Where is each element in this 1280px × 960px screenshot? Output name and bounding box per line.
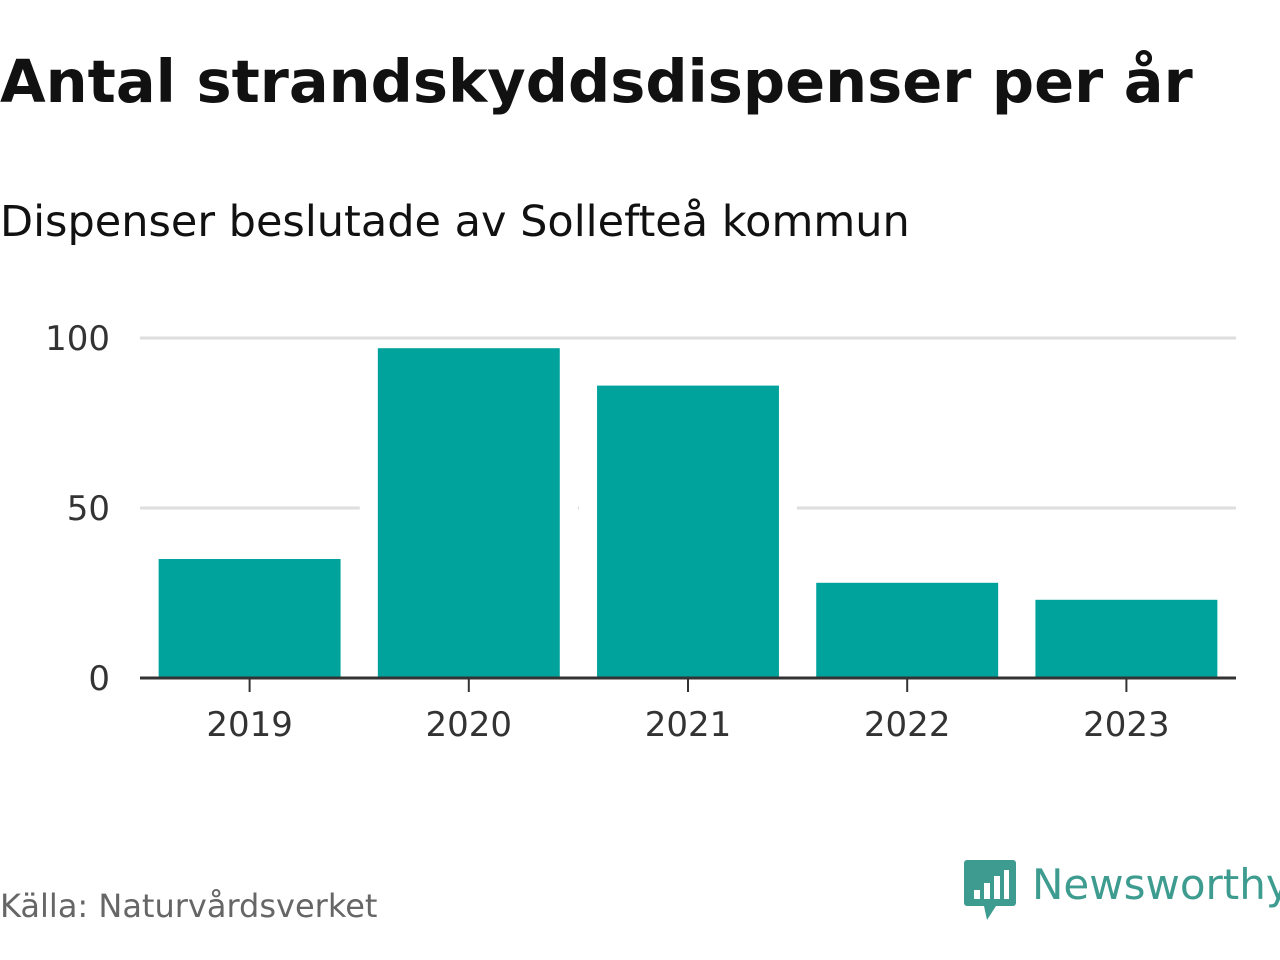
x-axis — [140, 676, 1236, 692]
bar-2019 — [158, 559, 341, 678]
x-tick-label: 2019 — [206, 705, 293, 745]
newsworthy-logo-icon — [964, 860, 1016, 920]
x-tick-label: 2021 — [645, 705, 732, 745]
x-tick-label: 2022 — [864, 705, 951, 745]
x-tick-label: 2023 — [1083, 705, 1170, 745]
bar-chart: 0 50 100 2019 2020 2021 2022 2023 — [45, 319, 1236, 745]
bars — [140, 348, 1236, 678]
y-tick-label: 100 — [45, 319, 110, 359]
brand-name: Newsworthy — [1032, 860, 1280, 909]
chart-title: Antal strandskyddsdispenser per år — [0, 47, 1193, 116]
x-tick-label: 2020 — [426, 705, 513, 745]
bar-2023 — [1035, 599, 1218, 678]
bar-2020 — [377, 348, 560, 678]
y-tick-label: 0 — [88, 659, 110, 699]
chart-subtitle: Dispenser beslutade av Sollefteå kommun — [0, 197, 910, 247]
source-note: Källa: Naturvårdsverket — [0, 887, 378, 925]
x-axis-labels: 2019 2020 2021 2022 2023 — [206, 705, 1169, 745]
bar-2021 — [597, 385, 779, 678]
brand: Newsworthy — [964, 860, 1280, 926]
y-axis-labels: 0 50 100 — [45, 319, 110, 699]
y-tick-label: 50 — [67, 489, 110, 529]
bar-2022 — [816, 582, 999, 678]
